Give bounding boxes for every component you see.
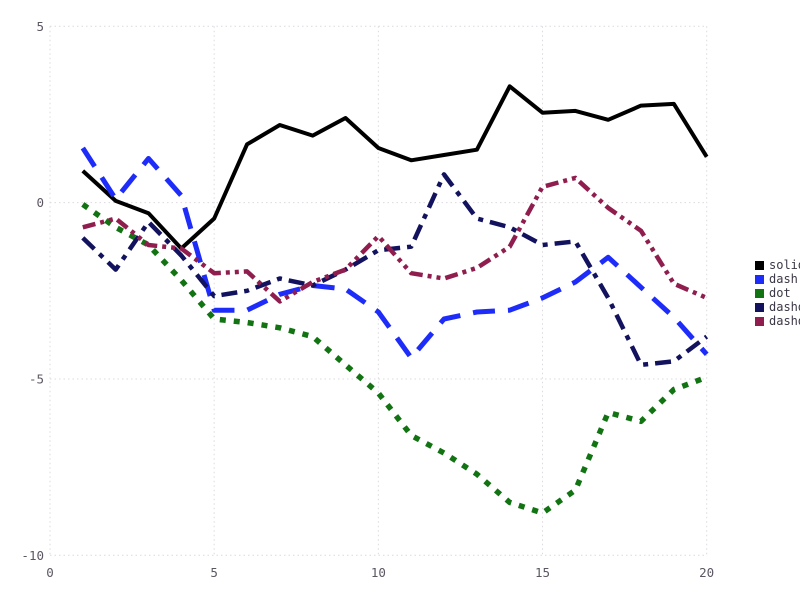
legend-item-dot: dot bbox=[755, 286, 800, 300]
legend-swatch-dashdotdot bbox=[755, 317, 764, 326]
legend: soliddashdotdashdotdashdotdot bbox=[755, 258, 800, 328]
legend-label-dot: dot bbox=[769, 286, 791, 300]
legend-item-dashdotdot: dashdotdot bbox=[755, 314, 800, 328]
legend-swatch-dashdot bbox=[755, 303, 764, 312]
x-tick-label: 20 bbox=[699, 565, 714, 580]
x-tick-label: 15 bbox=[535, 565, 550, 580]
x-tick-label: 10 bbox=[371, 565, 386, 580]
legend-swatch-dash bbox=[755, 275, 764, 284]
series-line-dash bbox=[80, 146, 709, 361]
y-tick-label: -5 bbox=[29, 371, 44, 386]
y-tick-label: -10 bbox=[21, 548, 44, 563]
legend-label-dash: dash bbox=[769, 272, 798, 286]
y-tick-label: 5 bbox=[36, 19, 44, 34]
y-tick-label: 0 bbox=[36, 195, 44, 210]
series-line-dashdot bbox=[81, 172, 709, 368]
series-line-dashdotdot bbox=[82, 175, 708, 304]
series-line-solid bbox=[81, 84, 709, 251]
x-tick-label: 5 bbox=[210, 565, 218, 580]
x-tick-label: 0 bbox=[46, 565, 54, 580]
legend-swatch-solid bbox=[755, 261, 764, 270]
legend-label-dashdotdot: dashdotdot bbox=[769, 314, 800, 328]
legend-item-dash: dash bbox=[755, 272, 800, 286]
legend-swatch-dot bbox=[755, 289, 764, 298]
